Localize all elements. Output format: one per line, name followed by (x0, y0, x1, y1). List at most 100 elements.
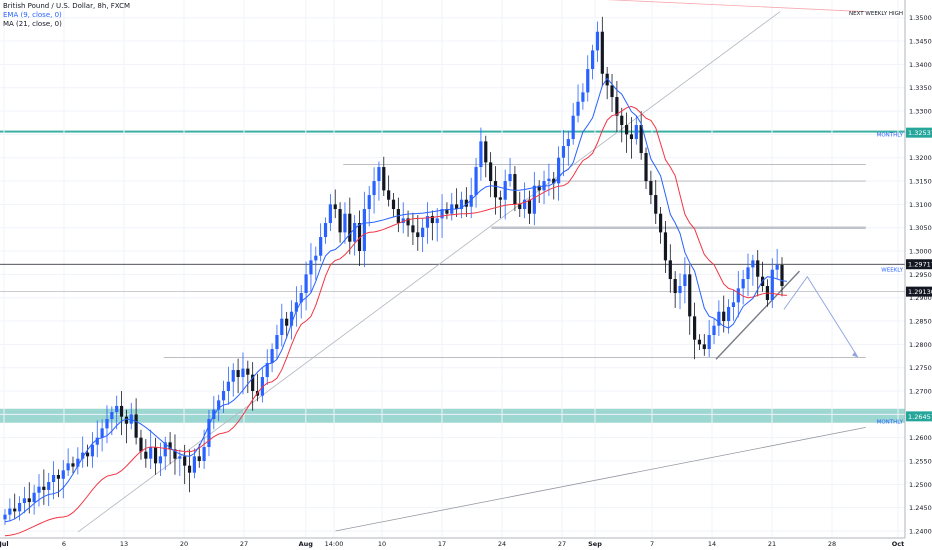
candle-body (435, 218, 439, 224)
candle-body (692, 316, 697, 340)
candle-body (231, 370, 235, 382)
candle-body (8, 508, 12, 515)
candle-body (576, 101, 580, 116)
candle-body (678, 286, 682, 294)
price-label-bg (906, 286, 932, 297)
candle-body (85, 452, 90, 457)
ma-legend[interactable]: MA (21, close, 0) (3, 20, 62, 28)
candle-body (537, 185, 541, 191)
candle-body (246, 368, 250, 375)
candle-body (333, 204, 337, 210)
candle-body (595, 31, 600, 51)
y-tick-label: 1.25000 (909, 481, 932, 489)
candle-body (683, 274, 687, 287)
candle-body (712, 325, 716, 336)
candle-body (561, 146, 566, 158)
horizontal-levels (0, 164, 905, 358)
candle-body (513, 174, 517, 205)
candle-body (226, 381, 230, 392)
candle-body (518, 204, 522, 210)
candle-body (270, 349, 274, 364)
candle-body (47, 482, 51, 490)
candle-body (27, 498, 31, 503)
candle-body (552, 178, 556, 184)
candle-body (775, 265, 779, 270)
candle-body (158, 456, 162, 464)
candle-body (217, 400, 221, 410)
candle-body (464, 199, 468, 207)
candle-body (197, 456, 201, 462)
candle-body (644, 153, 648, 182)
candle-body (445, 209, 449, 214)
candle-body (207, 419, 211, 448)
candle-body (95, 437, 99, 445)
candle-body (32, 492, 36, 503)
level-text-label: MONTHLY (877, 132, 904, 138)
candle-body (183, 456, 187, 466)
level-labels: 1.32537 1.29717 1.29130 1.26457 NEXT WEEKLY … (849, 11, 932, 425)
candle-body (391, 199, 396, 210)
ema-legend[interactable]: EMA (9, close, 0) (3, 11, 62, 19)
x-tick-label: Aug (299, 540, 314, 548)
candle-body (455, 204, 459, 210)
candle-body (707, 335, 711, 350)
x-tick-label: 28 (828, 540, 836, 548)
candle-body (503, 181, 507, 200)
candle-body (591, 50, 595, 70)
candle-body (474, 167, 478, 196)
candle-body (770, 269, 774, 301)
candle-body (323, 223, 328, 238)
candle-body (319, 237, 323, 256)
candle-body (736, 288, 740, 303)
x-tick-label: 10 (378, 540, 386, 548)
candle-body (309, 260, 313, 275)
candle-body (416, 232, 420, 238)
candle-body (37, 486, 41, 493)
candle-body (658, 213, 663, 233)
time-axis[interactable]: Jul 6 13 20 27 Aug 14:00 10 17 24 27 Sep 7 14 21 28 Oct (0, 537, 905, 548)
price-label-bg (906, 127, 932, 138)
price-label: 1.32537 (908, 129, 932, 137)
candle-body (115, 405, 119, 413)
candle-body (149, 447, 153, 459)
candle-body (241, 368, 245, 378)
x-tick-label: 13 (120, 540, 128, 548)
candle-body (314, 255, 318, 261)
y-tick-label: 1.24000 (909, 528, 932, 536)
x-tick-label: 17 (438, 540, 446, 548)
candle-body (663, 232, 668, 261)
x-tick-label: Oct (892, 540, 905, 548)
candle-body (90, 444, 95, 457)
highlight-bands (0, 130, 905, 423)
y-tick-label: 1.30500 (909, 224, 932, 232)
candle-body (411, 225, 415, 233)
candle-body (144, 451, 148, 459)
candle-body (61, 470, 65, 479)
candle-body (275, 335, 279, 350)
y-tick-label: 1.28500 (909, 318, 932, 326)
monthly-zone-lower (0, 408, 905, 423)
candle-body (348, 213, 352, 242)
symbol-title: British Pound / U.S. Dollar, 8h, FXCM (3, 2, 131, 10)
grid-lines (0, 0, 905, 538)
candle-body (328, 204, 332, 224)
candle-body (421, 227, 425, 238)
y-tick-label: 1.25500 (909, 458, 932, 466)
projection-arrowhead (852, 351, 858, 358)
candle-body (469, 195, 473, 207)
candle-body (479, 141, 483, 168)
y-tick-label: 1.32000 (909, 154, 932, 162)
candle-body (688, 274, 692, 317)
candle-body (654, 195, 658, 214)
candle-body (56, 475, 61, 479)
price-label-bg (906, 259, 932, 270)
candle-body (129, 414, 133, 424)
candle-body (338, 209, 342, 233)
candle-body (280, 318, 284, 336)
candle-body (81, 452, 85, 459)
y-tick-label: 1.26000 (909, 434, 932, 442)
candle-body (571, 115, 575, 140)
candle-body (304, 274, 308, 294)
candle-body (440, 209, 444, 219)
